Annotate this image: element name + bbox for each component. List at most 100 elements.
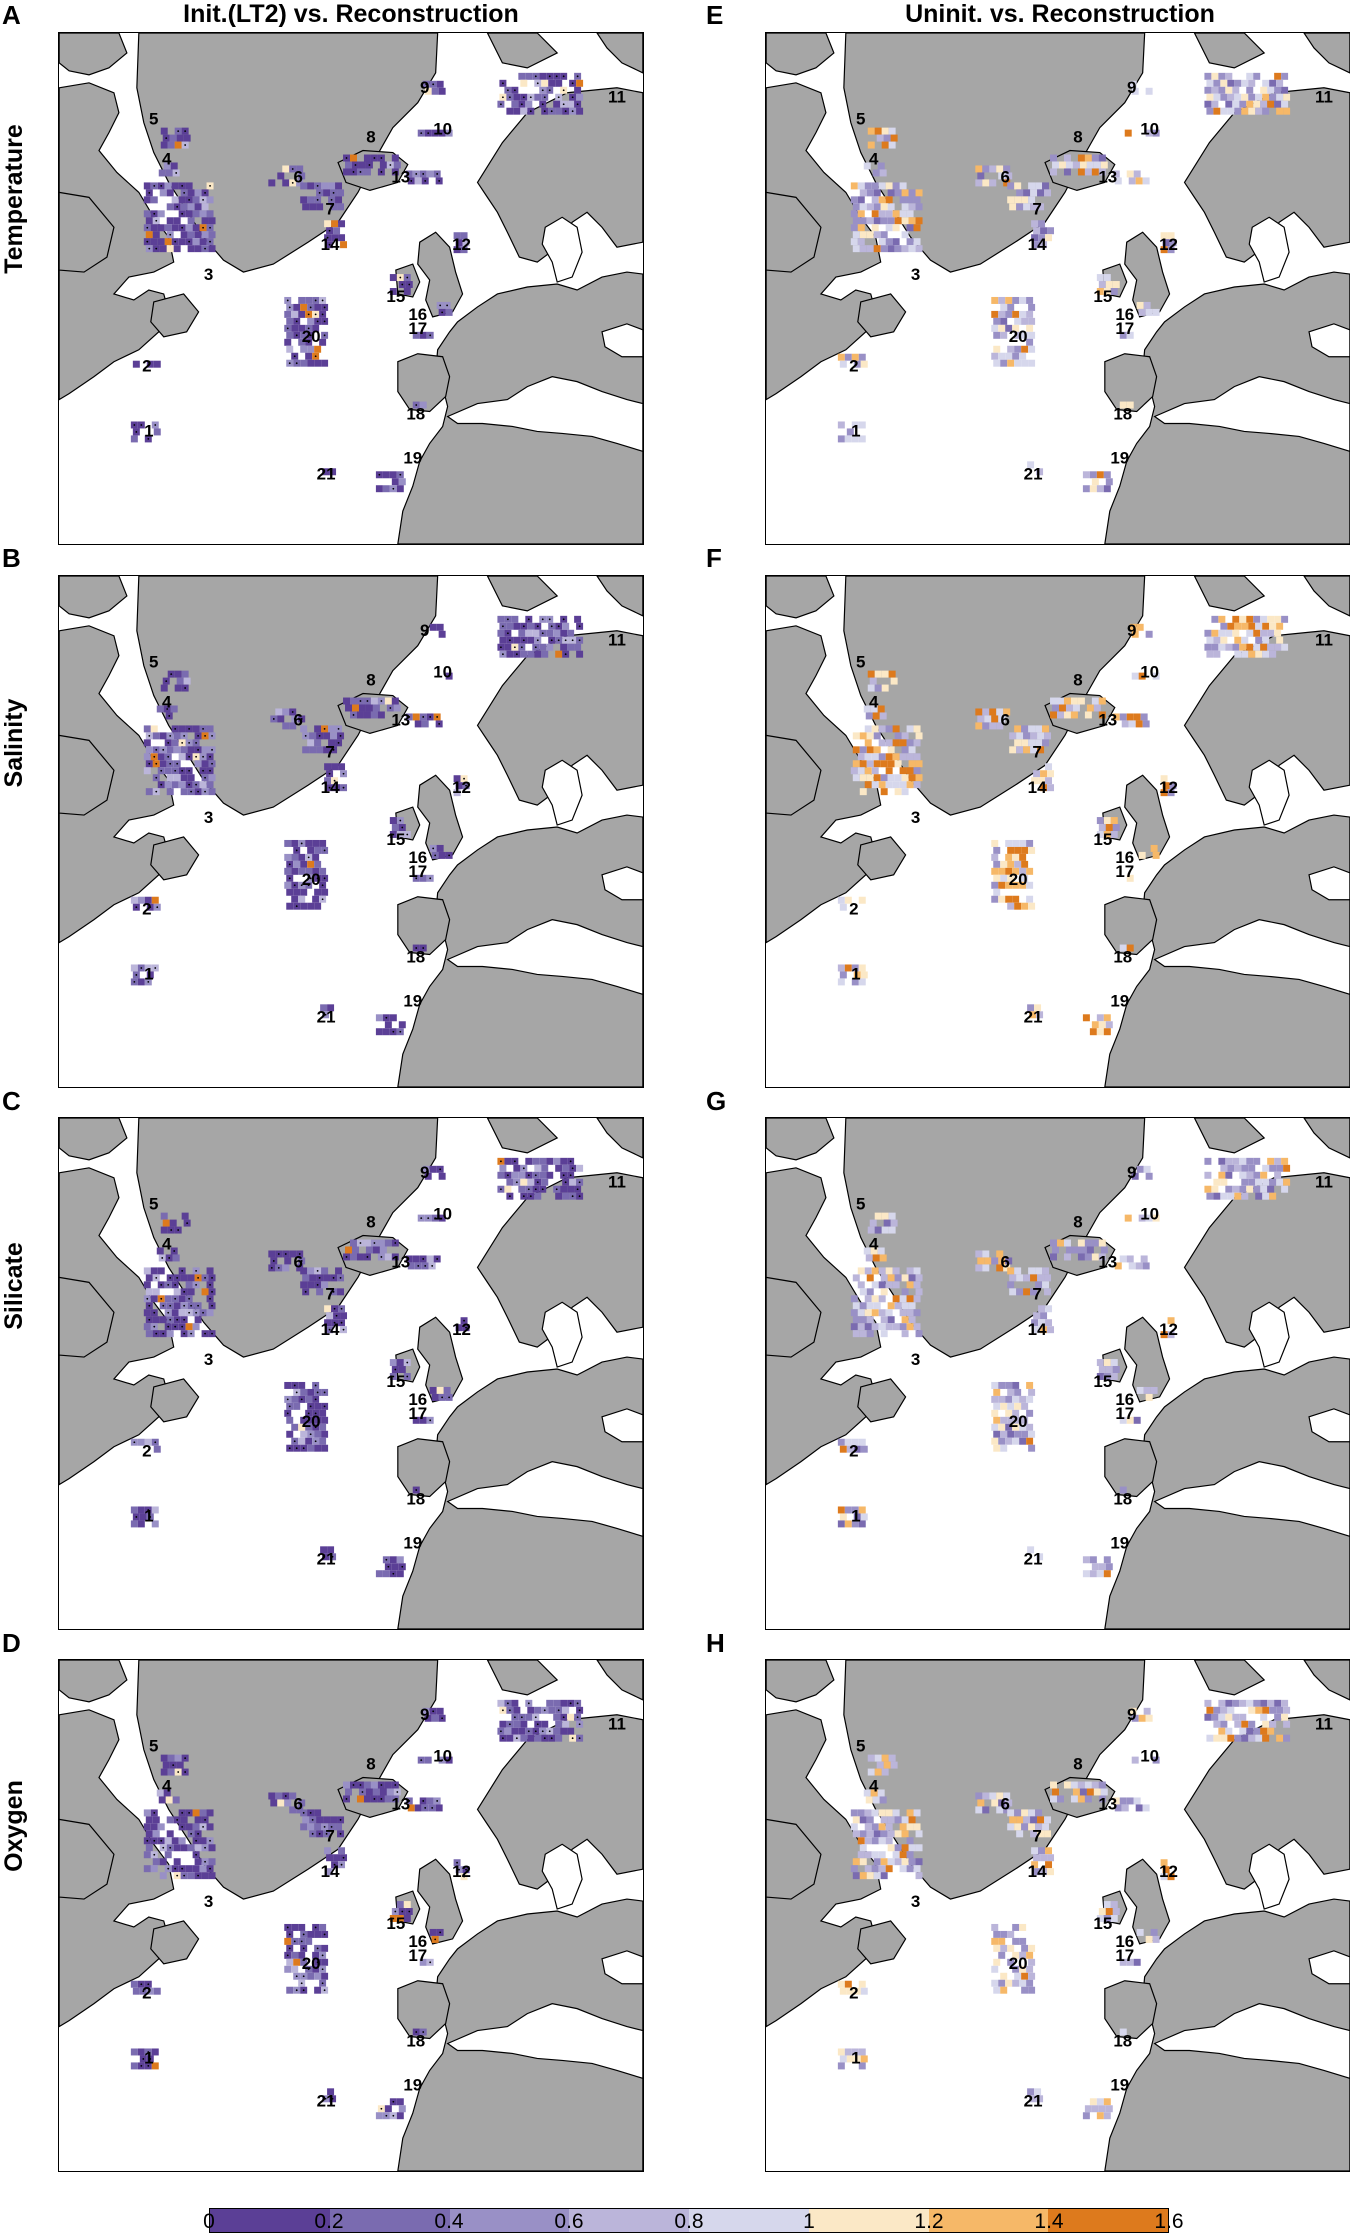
region-cells-19	[1082, 1014, 1113, 1036]
grid-cell	[1089, 1556, 1097, 1564]
region-cells-8	[1050, 697, 1106, 719]
grid-cell	[1103, 831, 1111, 838]
significance-dot	[506, 1702, 509, 1705]
grid-cell	[899, 182, 907, 190]
region-label-18: 18	[1113, 1489, 1132, 1508]
grid-cell	[1103, 1915, 1111, 1922]
grid-cell	[1012, 839, 1020, 847]
grid-cell	[1037, 189, 1045, 197]
grid-cell	[173, 217, 181, 225]
grid-cell	[1003, 1806, 1011, 1814]
region-label-21: 21	[1024, 2091, 1043, 2110]
grid-cell	[1110, 817, 1118, 825]
region-label-14: 14	[1028, 778, 1047, 797]
grid-cell	[1239, 1713, 1247, 1721]
significance-dot	[550, 1737, 553, 1740]
grid-cell	[887, 245, 895, 253]
grid-cell	[913, 224, 921, 232]
region-label-5: 5	[149, 1737, 158, 1756]
region-label-18: 18	[406, 947, 425, 966]
grid-cell	[1227, 1164, 1235, 1172]
significance-dot	[550, 625, 553, 628]
significance-dot	[321, 1968, 324, 1971]
grid-cell	[864, 739, 872, 747]
grid-cell	[899, 781, 907, 789]
significance-dot	[181, 741, 184, 744]
region-label-4: 4	[162, 692, 172, 711]
grid-cell	[1213, 93, 1221, 101]
significance-dot	[522, 625, 525, 628]
grid-cell	[859, 245, 867, 253]
region-cells-10	[1124, 1214, 1160, 1222]
region-label-2: 2	[142, 357, 151, 376]
grid-cell	[1005, 172, 1013, 180]
significance-dot	[307, 327, 310, 330]
significance-dot	[541, 89, 544, 92]
grid-cell	[1023, 1816, 1031, 1824]
grid-cell	[1052, 1246, 1059, 1254]
region-label-5: 5	[856, 1195, 865, 1214]
grid-cell	[527, 1706, 535, 1714]
grid-cell	[445, 672, 453, 680]
grid-cell	[513, 1720, 521, 1728]
significance-dot	[441, 1759, 444, 1762]
grid-cell	[1033, 1854, 1041, 1862]
grid-cell	[991, 881, 999, 889]
grid-cell	[153, 428, 161, 436]
grid-cell	[1246, 1727, 1254, 1735]
significance-dot	[508, 1195, 511, 1198]
grid-cell	[859, 1302, 867, 1310]
grid-cell	[159, 732, 167, 740]
significance-dot	[522, 96, 525, 99]
grid-cell	[844, 2048, 852, 2056]
grid-cell	[1283, 107, 1291, 115]
grid-cell	[181, 1212, 189, 1220]
grid-cell	[915, 189, 923, 197]
grid-cell	[864, 1267, 872, 1275]
grid-cell	[1246, 86, 1254, 94]
grid-cell	[913, 196, 921, 204]
significance-dot	[392, 833, 395, 836]
grid-cell	[1253, 629, 1261, 637]
inland-sea	[446, 376, 643, 453]
region-label-4: 4	[869, 149, 879, 168]
grid-cell	[1012, 296, 1020, 304]
colorbar-bin-3	[569, 2209, 689, 2232]
significance-dot	[392, 487, 395, 490]
region-label-17: 17	[1115, 1946, 1134, 1965]
grid-cell	[1112, 1908, 1120, 1916]
significance-dot	[548, 89, 551, 92]
grid-cell	[865, 712, 873, 720]
grid-cell	[268, 179, 276, 187]
grid-cell	[866, 1274, 874, 1282]
grid-cell	[871, 1823, 879, 1831]
grid-cell	[1213, 1192, 1221, 1200]
grid-cell	[1026, 338, 1034, 346]
region-cells-15	[1096, 1901, 1120, 1922]
grid-cell	[1040, 1326, 1048, 1334]
region-cells-5	[160, 1212, 191, 1234]
grid-cell	[1114, 1804, 1122, 1812]
grid-cell	[915, 1844, 923, 1852]
region-label-3: 3	[911, 1892, 920, 1911]
grid-cell	[421, 720, 429, 728]
region-label-1: 1	[851, 2048, 860, 2067]
grid-cell	[1220, 1164, 1228, 1172]
grid-cell	[1248, 1734, 1256, 1742]
grid-cell	[1012, 1951, 1020, 1959]
grid-cell	[839, 1513, 847, 1521]
significance-dot	[300, 1940, 303, 1943]
region-label-3: 3	[911, 265, 920, 284]
region-label-1: 1	[144, 964, 153, 983]
grid-cell	[277, 715, 285, 723]
grid-cell	[513, 622, 521, 630]
grid-cell	[286, 1416, 294, 1424]
significance-dot	[169, 762, 172, 765]
grid-cell	[870, 705, 878, 713]
grid-cell	[996, 722, 1004, 730]
grid-cell	[1220, 622, 1228, 630]
grid-cell	[1036, 468, 1044, 476]
grid-cell	[192, 1865, 200, 1873]
grid-cell	[894, 1830, 902, 1838]
significance-dot	[167, 1283, 170, 1286]
